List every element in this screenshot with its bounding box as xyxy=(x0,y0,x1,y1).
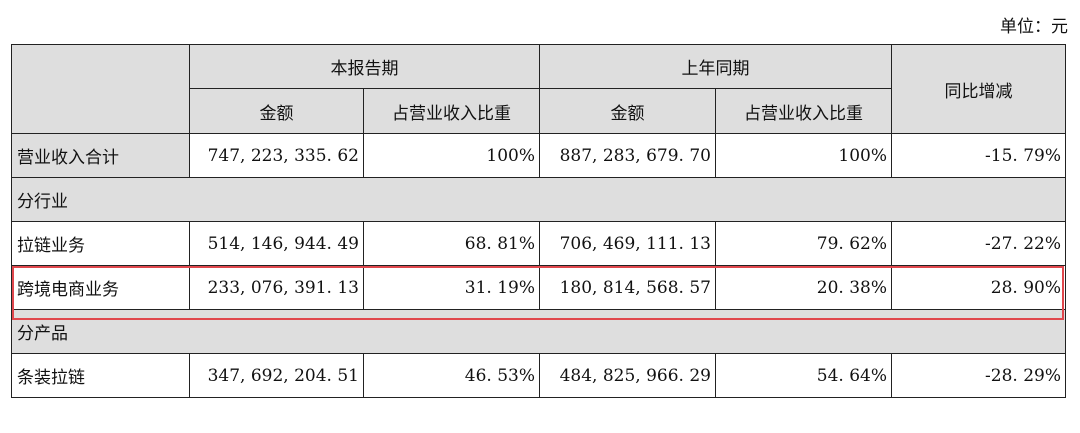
header-current-amount: 金额 xyxy=(189,88,364,134)
header-prior-period: 上年同期 xyxy=(539,44,892,89)
revenue-table: 本报告期 上年同期 同比增减 金额 占营业收入比重 金额 占营业收入比重 营业收… xyxy=(11,44,1066,398)
header-prior-amount: 金额 xyxy=(539,88,716,134)
header-row-2: 金额 占营业收入比重 金额 占营业收入比重 xyxy=(12,88,1066,134)
header-yoy: 同比增减 xyxy=(891,44,1066,134)
prior-amount-cell: 887, 283, 679. 70 xyxy=(539,133,716,178)
header-current-ratio: 占营业收入比重 xyxy=(363,88,540,134)
yoy-cell: 28. 90% xyxy=(891,265,1066,310)
table-row: 拉链业务 514, 146, 944. 49 68. 81% 706, 469,… xyxy=(11,221,1066,266)
table-row: 条装拉链 347, 692, 204. 51 46. 53% 484, 825,… xyxy=(11,353,1066,398)
header-row-1: 本报告期 上年同期 同比增减 xyxy=(11,44,1066,134)
table-row: 跨境电商业务 233, 076, 391. 13 31. 19% 180, 81… xyxy=(11,265,1066,310)
table-row: 营业收入合计 747, 223, 335. 62 100% 887, 283, … xyxy=(11,133,1066,178)
current-ratio-cell: 100% xyxy=(363,133,540,178)
header-blank-cell xyxy=(11,44,190,134)
row-label: 营业收入合计 xyxy=(11,133,190,178)
section-label: 分产品 xyxy=(11,309,1066,354)
current-ratio-cell: 68. 81% xyxy=(363,221,540,266)
prior-ratio-cell: 79. 62% xyxy=(715,221,892,266)
current-ratio-cell: 46. 53% xyxy=(363,353,540,398)
yoy-cell: -15. 79% xyxy=(891,133,1066,178)
current-amount-cell: 514, 146, 944. 49 xyxy=(189,221,364,266)
section-row: 分产品 xyxy=(11,309,1066,354)
section-row: 分行业 xyxy=(11,177,1066,222)
current-amount-cell: 347, 692, 204. 51 xyxy=(189,353,364,398)
current-amount-cell: 233, 076, 391. 13 xyxy=(189,265,364,310)
prior-ratio-cell: 100% xyxy=(715,133,892,178)
unit-label: 单位：元 xyxy=(1000,17,1068,37)
header-prior-ratio: 占营业收入比重 xyxy=(715,88,892,134)
prior-ratio-cell: 54. 64% xyxy=(715,353,892,398)
section-label: 分行业 xyxy=(11,177,1066,222)
prior-amount-cell: 180, 814, 568. 57 xyxy=(539,265,716,310)
row-label: 拉链业务 xyxy=(11,221,190,266)
yoy-cell: -27. 22% xyxy=(891,221,1066,266)
prior-amount-cell: 484, 825, 966. 29 xyxy=(539,353,716,398)
row-label: 条装拉链 xyxy=(11,353,190,398)
yoy-cell: -28. 29% xyxy=(891,353,1066,398)
header-current-period: 本报告期 xyxy=(189,44,540,89)
current-ratio-cell: 31. 19% xyxy=(363,265,540,310)
prior-amount-cell: 706, 469, 111. 13 xyxy=(539,221,716,266)
row-label: 跨境电商业务 xyxy=(11,265,190,310)
current-amount-cell: 747, 223, 335. 62 xyxy=(189,133,364,178)
prior-ratio-cell: 20. 38% xyxy=(715,265,892,310)
